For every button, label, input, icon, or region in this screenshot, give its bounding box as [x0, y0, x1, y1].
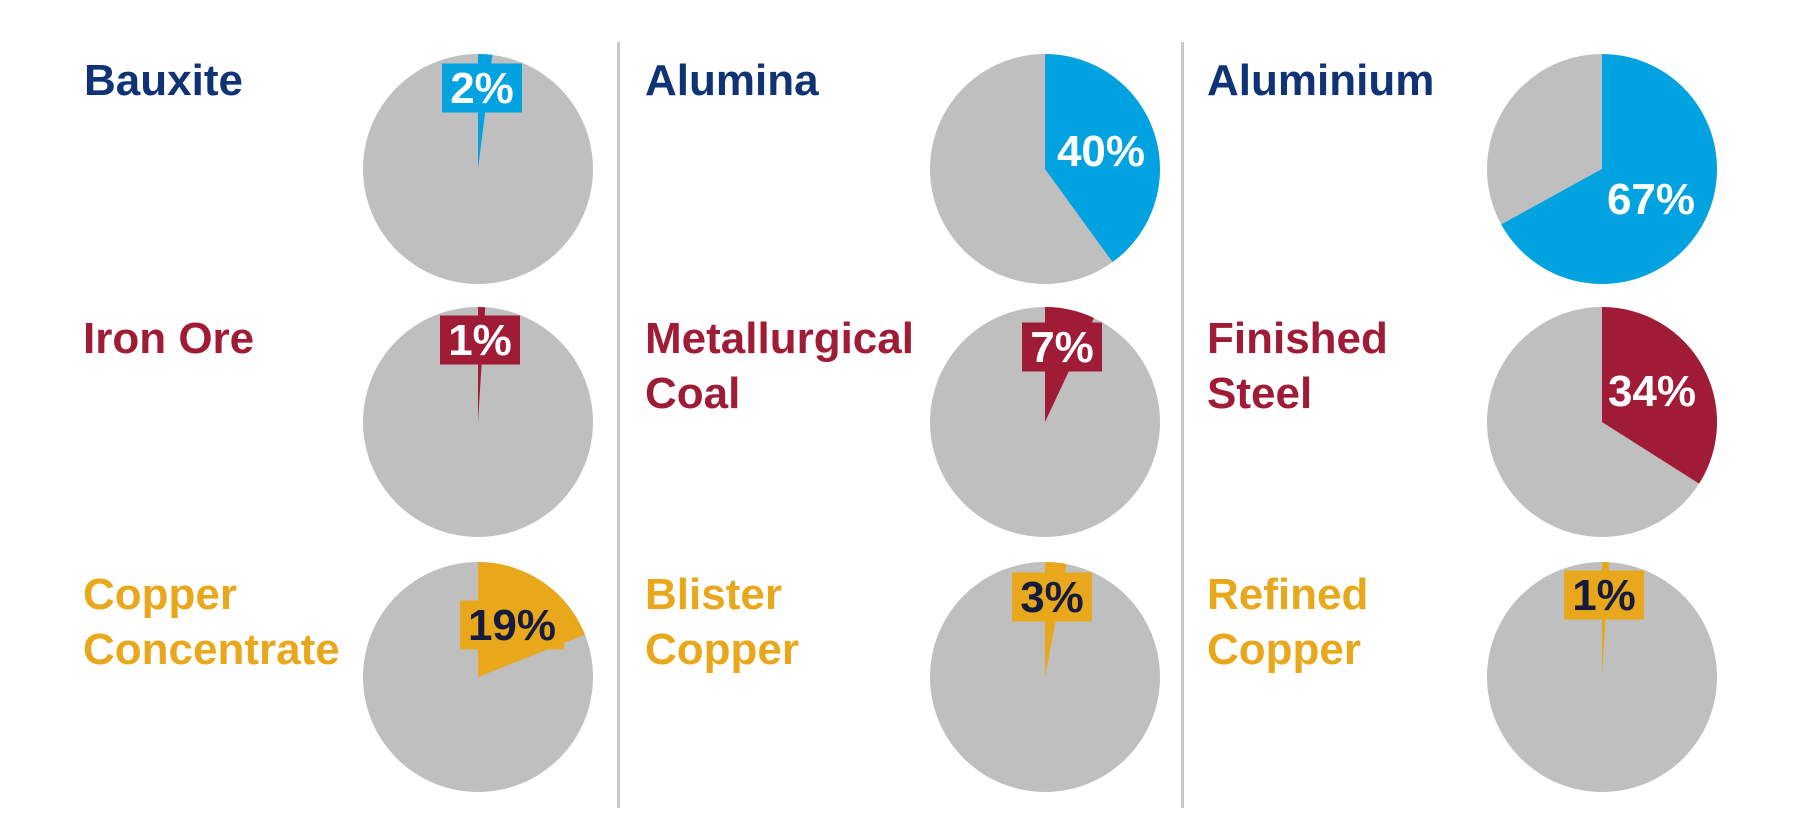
- title-refined-copper: Refined Copper: [1207, 570, 1369, 674]
- label-box: [440, 315, 520, 365]
- title-blister-copper: Blister Copper: [645, 570, 799, 674]
- pie-aluminium: 67%: [1487, 54, 1717, 284]
- pie-slice: [1045, 54, 1160, 263]
- column-divider-2: [1181, 42, 1184, 808]
- title-aluminium: Aluminium: [1207, 56, 1435, 105]
- label-box: [460, 600, 564, 650]
- label-box: [1022, 322, 1102, 372]
- title-bauxite: Bauxite: [84, 56, 243, 105]
- percent-label: 19%: [468, 601, 556, 650]
- pie-slice: [1501, 54, 1717, 284]
- percent-label: 1%: [1572, 571, 1636, 620]
- percent-label: 3%: [1020, 573, 1084, 622]
- pie-blister-copper: 3%: [930, 562, 1160, 792]
- percent-label: 1%: [448, 316, 512, 365]
- label-box: [1012, 572, 1092, 622]
- column-divider-1: [617, 42, 620, 808]
- pie-bauxite: 2%: [363, 54, 593, 284]
- pie-copper-concentrate: 19%: [363, 562, 593, 792]
- percent-label: 7%: [1030, 323, 1094, 372]
- percent-label: 67%: [1607, 175, 1695, 224]
- label-box: [1564, 570, 1644, 620]
- title-iron-ore: Iron Ore: [83, 314, 255, 363]
- title-copper-concentrate: Copper Concentrate: [83, 570, 340, 674]
- pie-alumina: 40%: [930, 54, 1160, 284]
- pie-refined-copper: 1%: [1487, 562, 1717, 792]
- label-box: [442, 63, 522, 113]
- pie-slice: [1602, 307, 1717, 484]
- pie-finished-steel: 34%: [1487, 307, 1717, 537]
- title-metallurgical-coal: Metallurgical Coal: [645, 314, 914, 418]
- percent-label: 40%: [1057, 127, 1145, 176]
- pie-metallurgical-coal: 7%: [930, 307, 1160, 537]
- title-alumina: Alumina: [645, 56, 819, 105]
- percent-label: 34%: [1608, 367, 1696, 416]
- title-finished-steel: Finished Steel: [1207, 314, 1388, 418]
- pie-iron-ore: 1%: [363, 307, 593, 537]
- percent-label: 2%: [450, 64, 514, 113]
